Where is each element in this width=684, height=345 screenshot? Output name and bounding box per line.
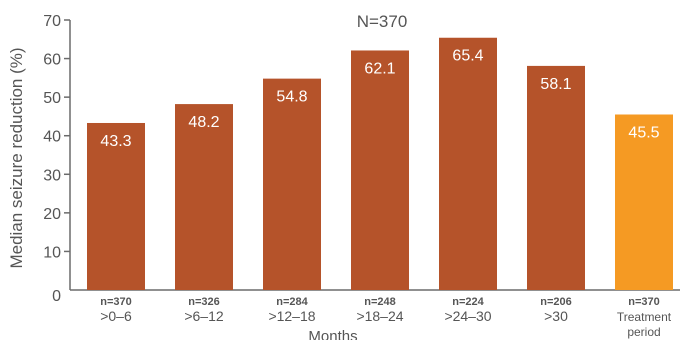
bar xyxy=(351,50,409,290)
bar-value-label: 43.3 xyxy=(100,133,131,150)
x-tick-label: Treatment xyxy=(617,310,672,324)
y-axis-label: Median seizure reduction (%) xyxy=(7,47,26,268)
bar-value-label: 54.8 xyxy=(276,89,307,106)
y-tick-label: 0 xyxy=(52,288,61,305)
x-category-count: n=326 xyxy=(188,296,220,308)
y-ticks: 0 10 20 30 40 50 60 70 xyxy=(43,13,70,305)
x-tick-label: >0–6 xyxy=(100,308,132,324)
x-tick-label: >18–24 xyxy=(356,308,403,324)
bars: 43.3 48.2 54.8 62.1 65.4 58.1 45.5 xyxy=(87,37,673,291)
x-tick-label-line2: period xyxy=(627,325,660,339)
chart-title: N=370 xyxy=(357,12,408,31)
x-category-count: n=248 xyxy=(364,296,396,308)
bar-value-label: 65.4 xyxy=(452,48,483,65)
y-tick-label: 50 xyxy=(43,90,61,107)
bar xyxy=(263,78,321,290)
y-tick-label: 40 xyxy=(43,129,61,146)
x-axis-label: Months xyxy=(308,328,357,340)
x-category-count: n=370 xyxy=(628,296,660,308)
bar xyxy=(439,37,497,290)
x-category-count: n=206 xyxy=(540,296,572,308)
y-tick-label: 10 xyxy=(43,244,61,261)
x-category-count: n=224 xyxy=(452,296,484,308)
x-tick-label: >6–12 xyxy=(184,308,224,324)
bar-value-label: 48.2 xyxy=(188,114,219,131)
y-tick-label: 60 xyxy=(43,52,61,69)
bar-value-label: 62.1 xyxy=(364,60,395,77)
x-tick-label: >24–30 xyxy=(444,308,491,324)
y-tick-label: 70 xyxy=(43,13,61,30)
bar-value-label: 45.5 xyxy=(628,125,659,142)
x-ticks: n=370>0–6n=326>6–12n=284>12–18n=248>18–2… xyxy=(100,296,672,339)
bar xyxy=(527,65,585,291)
bar-value-label: 58.1 xyxy=(540,76,571,93)
bar xyxy=(615,114,673,290)
bar xyxy=(87,122,145,290)
y-tick-label: 20 xyxy=(43,206,61,223)
x-tick-label: >12–18 xyxy=(268,308,315,324)
bar xyxy=(175,104,233,290)
x-category-count: n=284 xyxy=(276,296,308,308)
y-tick-label: 30 xyxy=(43,167,61,184)
x-tick-label: >30 xyxy=(544,308,568,324)
x-category-count: n=370 xyxy=(100,296,132,308)
